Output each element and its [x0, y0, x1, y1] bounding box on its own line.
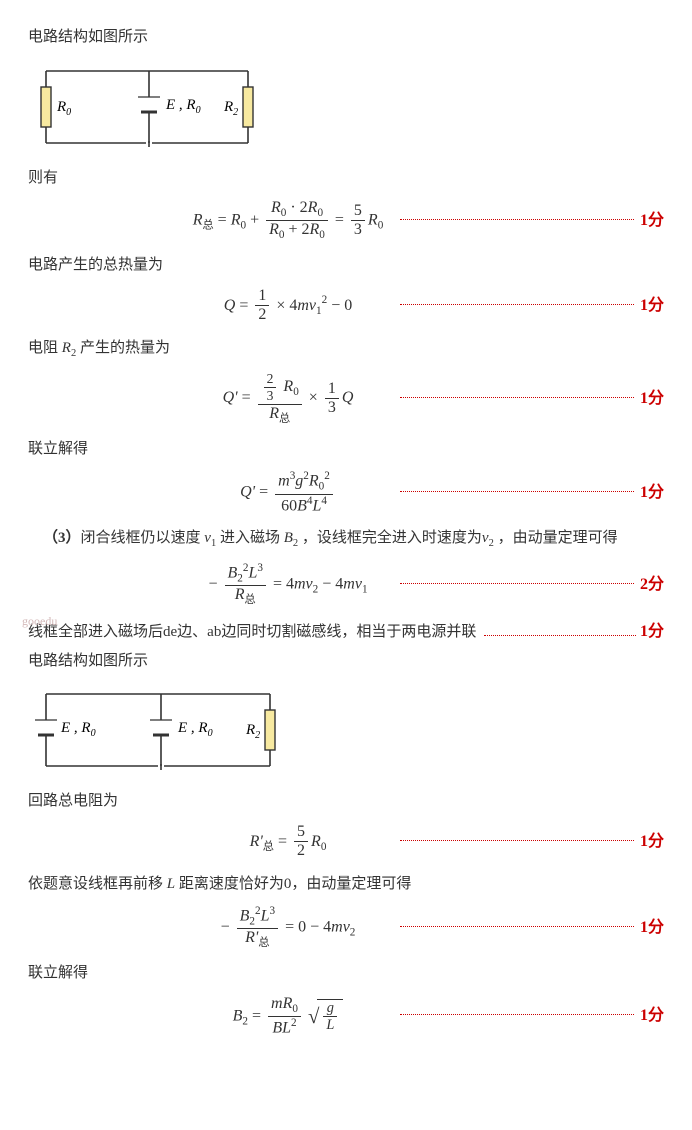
equation-row-5: − B22L3 R总 = 4mv2 − 4mv1 2分: [28, 562, 664, 607]
equation-row-3: Q' = 23 R0 R总 × 13Q 1分: [28, 371, 664, 425]
equation-row-4: Q' = m3g2R02 60B4L4 1分: [28, 470, 664, 515]
svg-text:R2: R2: [245, 722, 260, 741]
c1-ER0: E , R: [165, 97, 196, 113]
c2-ER0-mid: E , R: [177, 720, 208, 736]
svg-text:E , R0: E , R0: [60, 720, 96, 739]
score-2: 1分: [640, 294, 664, 318]
para-two-sources: 线框全部进入磁场后de边、ab边同时切割磁感线，相当于两电源并联 1分: [28, 620, 664, 644]
score-3: 1分: [640, 387, 664, 411]
equation-4: Q' = m3g2R02 60B4L4: [188, 470, 388, 515]
c1-R0: R: [56, 99, 66, 115]
score-8: 1分: [640, 1004, 664, 1028]
para-move-L: 依题意设线框再前移 L 距离速度恰好为0，由动量定理可得: [28, 873, 664, 896]
para-then: 则有: [28, 167, 664, 190]
equation-5: − B22L3 R总 = 4mv2 − 4mv1: [188, 562, 388, 607]
c2-R2: R: [245, 722, 255, 738]
svg-text:E , R0: E , R0: [165, 97, 201, 116]
equation-1: R总 = R0 + R0 · 2R0R0 + 2R0 = 53R0: [188, 199, 388, 242]
para-solve-1: 联立解得: [28, 438, 664, 461]
equation-row-2: Q = 12 × 4mv12 − 0 1分: [28, 287, 664, 325]
svg-text:E , R0: E , R0: [177, 720, 213, 739]
equation-2: Q = 12 × 4mv12 − 0: [188, 287, 388, 325]
equation-row-6: R'总 = 52R0 1分: [28, 823, 664, 861]
para-r2-heat: 电阻 R2 产生的热量为: [28, 337, 664, 362]
para-circuit-intro-2: 电路结构如图所示: [28, 650, 664, 673]
equation-row-8: B2 = mR0 BL2 √gL 1分: [28, 995, 664, 1038]
svg-text:R0: R0: [56, 99, 71, 118]
circuit-diagram-2: E , R0 E , R0 R2: [28, 680, 664, 780]
c1-R2: R: [223, 99, 233, 115]
score-4: 1分: [640, 481, 664, 505]
para-circuit-intro-1: 电路结构如图所示: [28, 26, 664, 49]
score-6: 1分: [640, 830, 664, 854]
circuit-diagram-1: R0 E , R0 R2: [28, 57, 664, 157]
equation-7: − B22L3 R'总 = 0 − 4mv2: [188, 905, 388, 950]
score-1: 1分: [640, 209, 664, 233]
score-5: 2分: [640, 573, 664, 597]
equation-6: R'总 = 52R0: [188, 823, 388, 861]
para-total-heat: 电路产生的总热量为: [28, 254, 664, 277]
para-total-resistance: 回路总电阻为: [28, 790, 664, 813]
equation-8: B2 = mR0 BL2 √gL: [188, 995, 388, 1038]
c2-ER0-left: E , R: [60, 720, 91, 736]
para-part3: （3）闭合线框仍以速度 v1 进入磁场 B2 ，设线框完全进入时速度为v2 ，由…: [28, 527, 664, 552]
score-7: 1分: [640, 916, 664, 940]
equation-row-7: − B22L3 R'总 = 0 − 4mv2 1分: [28, 905, 664, 950]
score-inline: 1分: [640, 620, 664, 644]
equation-3: Q' = 23 R0 R总 × 13Q: [188, 371, 388, 425]
svg-text:R2: R2: [223, 99, 238, 118]
equation-row-1: R总 = R0 + R0 · 2R0R0 + 2R0 = 53R0 1分: [28, 199, 664, 242]
para-solve-2: 联立解得: [28, 962, 664, 985]
